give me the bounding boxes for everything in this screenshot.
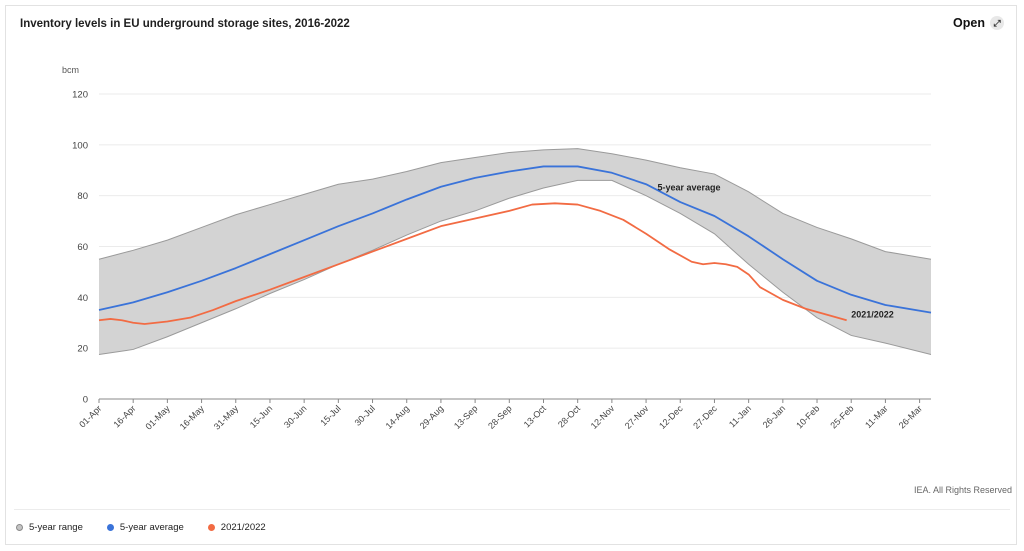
- legend-divider: [14, 509, 1010, 510]
- legend-label-5-year-range: 5-year range: [29, 522, 83, 533]
- y-tick-label: 0: [83, 395, 88, 406]
- x-tick-label: 29-Aug: [418, 403, 446, 431]
- x-tick-label: 12-Nov: [589, 403, 617, 431]
- legend-item-5-year-average[interactable]: 5-year average: [106, 522, 184, 533]
- x-tick-label: 12-Dec: [657, 403, 685, 431]
- x-tick-label: 26-Mar: [897, 403, 924, 430]
- x-tick-label: 15-Jun: [248, 403, 275, 430]
- y-axis-unit-label: bcm: [62, 65, 79, 75]
- x-tick-label: 28-Sep: [486, 403, 514, 431]
- x-tick-label: 27-Nov: [623, 403, 651, 431]
- x-tick-label: 13-Oct: [522, 403, 549, 430]
- x-tick-label: 14-Aug: [384, 403, 412, 431]
- x-tick-label: 01-Apr: [77, 403, 103, 429]
- legend-swatch-2021-2022: [207, 524, 215, 531]
- x-tick-label: 15-Jul: [318, 403, 342, 427]
- chart-title: Inventory levels in EU underground stora…: [20, 18, 350, 30]
- series-line-5-year-average: [98, 165, 932, 314]
- series-line-2021-2022: [98, 202, 847, 325]
- y-tick-label: 80: [77, 191, 88, 202]
- expand-arrows-icon: ⤢: [990, 16, 1004, 30]
- range-upper-edge: [98, 148, 932, 260]
- y-tick-label: 40: [77, 293, 88, 304]
- x-tick-label: 30-Jun: [282, 403, 309, 430]
- x-tick-label: 11-Mar: [863, 403, 890, 430]
- y-tick-label: 120: [72, 90, 88, 101]
- legend-label-2021-2022: 2021/2022: [220, 522, 266, 533]
- x-tick-label: 01-May: [144, 403, 173, 432]
- range-band: [99, 148, 931, 355]
- x-tick-label: 27-Dec: [691, 403, 719, 431]
- x-tick-label: 16-May: [178, 403, 207, 432]
- annotation-5-year-average: 5-year average: [657, 183, 720, 193]
- legend-swatch-5-year-average: [106, 524, 114, 531]
- x-tick-label: 30-Jul: [353, 403, 377, 427]
- x-tick-label: 16-Apr: [111, 403, 137, 429]
- legend-item-2021-2022[interactable]: 2021/2022: [207, 522, 266, 533]
- x-tick-label: 26-Jan: [761, 403, 788, 430]
- y-tick-label: 100: [72, 140, 88, 151]
- y-tick-label: 60: [77, 242, 88, 253]
- legend-label-5-year-average: 5-year average: [119, 522, 184, 533]
- x-tick-label: 28-Oct: [556, 403, 583, 430]
- copyright-credit: IEA. All Rights Reserved: [913, 485, 1012, 495]
- x-tick-label: 11-Jan: [727, 403, 753, 429]
- open-button-label: Open: [953, 16, 985, 30]
- legend-swatch-5-year-range: [16, 524, 23, 531]
- x-tick-label: 31-May: [212, 403, 241, 432]
- range-lower-edge: [98, 179, 932, 356]
- x-tick-label: 10-Feb: [794, 403, 821, 430]
- x-tick-label: 25-Feb: [828, 403, 855, 430]
- x-tick-label: 13-Sep: [452, 403, 480, 431]
- legend-item-5-year-range[interactable]: 5-year range: [16, 522, 83, 533]
- open-button[interactable]: Open ⤢: [953, 16, 1004, 30]
- chart-legend: 5-year range 5-year average 2021/2022: [16, 522, 266, 533]
- y-tick-label: 20: [77, 344, 88, 355]
- annotation-2021-2022: 2021/2022: [851, 310, 894, 320]
